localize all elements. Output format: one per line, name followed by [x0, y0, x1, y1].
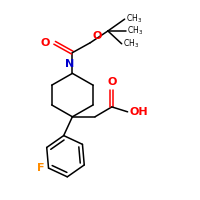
Text: OH: OH — [130, 107, 148, 117]
Text: F: F — [37, 163, 45, 173]
Text: O: O — [40, 38, 50, 48]
Text: CH$_3$: CH$_3$ — [127, 25, 143, 37]
Text: O: O — [107, 77, 117, 87]
Text: CH$_3$: CH$_3$ — [126, 13, 142, 25]
Text: CH$_3$: CH$_3$ — [123, 38, 139, 50]
Text: O: O — [92, 31, 101, 41]
Text: N: N — [65, 59, 74, 69]
